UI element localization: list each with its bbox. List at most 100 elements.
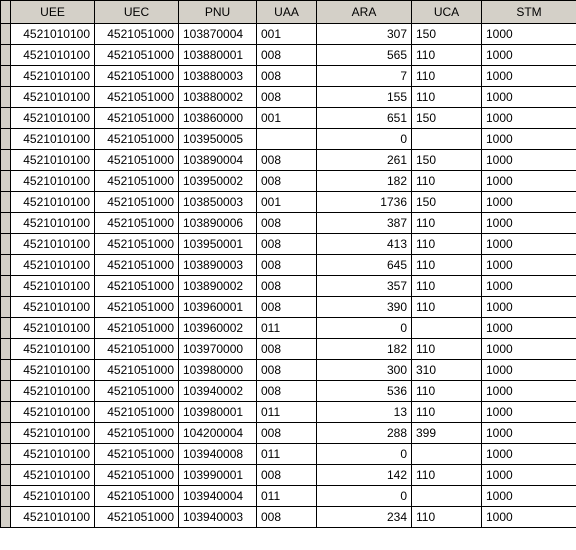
cell[interactable]: 4521051000 bbox=[95, 360, 179, 381]
cell[interactable]: 103940008 bbox=[179, 444, 257, 465]
cell[interactable]: 103890006 bbox=[179, 213, 257, 234]
cell[interactable]: 103940002 bbox=[179, 381, 257, 402]
cell[interactable]: 103880002 bbox=[179, 87, 257, 108]
cell[interactable]: 1000 bbox=[482, 507, 576, 528]
cell[interactable]: 645 bbox=[317, 255, 412, 276]
cell[interactable]: 0 bbox=[317, 486, 412, 507]
cell[interactable]: 1000 bbox=[482, 45, 576, 66]
cell[interactable]: 4521010100 bbox=[11, 234, 95, 255]
cell[interactable]: 103950005 bbox=[179, 129, 257, 150]
cell[interactable]: 103890004 bbox=[179, 150, 257, 171]
table-row[interactable]: 4521010100452105100010395000501000 bbox=[1, 129, 576, 150]
cell[interactable]: 4521051000 bbox=[95, 402, 179, 423]
table-row[interactable]: 4521010100452105100010395000200818211010… bbox=[1, 171, 576, 192]
cell[interactable]: 4521010100 bbox=[11, 423, 95, 444]
cell[interactable]: 4521051000 bbox=[95, 108, 179, 129]
cell[interactable]: 13 bbox=[317, 402, 412, 423]
row-header[interactable] bbox=[1, 276, 11, 297]
table-row[interactable]: 4521010100452105100010385000300117361501… bbox=[1, 192, 576, 213]
cell[interactable]: 1000 bbox=[482, 381, 576, 402]
cell[interactable]: 103890002 bbox=[179, 276, 257, 297]
cell[interactable]: 4521010100 bbox=[11, 465, 95, 486]
cell[interactable]: 4521010100 bbox=[11, 297, 95, 318]
cell[interactable] bbox=[412, 444, 482, 465]
cell[interactable]: 110 bbox=[412, 255, 482, 276]
cell[interactable]: 001 bbox=[257, 24, 317, 45]
cell[interactable]: 4521010100 bbox=[11, 444, 95, 465]
cell[interactable]: 110 bbox=[412, 339, 482, 360]
cell[interactable]: 110 bbox=[412, 297, 482, 318]
cell[interactable] bbox=[412, 318, 482, 339]
cell[interactable]: 008 bbox=[257, 381, 317, 402]
cell[interactable]: 4521051000 bbox=[95, 129, 179, 150]
cell[interactable]: 1000 bbox=[482, 423, 576, 444]
cell[interactable]: 103860000 bbox=[179, 108, 257, 129]
cell[interactable]: 182 bbox=[317, 171, 412, 192]
cell[interactable]: 1000 bbox=[482, 318, 576, 339]
cell[interactable]: 104200004 bbox=[179, 423, 257, 444]
row-header[interactable] bbox=[1, 213, 11, 234]
cell[interactable]: 4521010100 bbox=[11, 171, 95, 192]
table-row[interactable]: 4521010100452105100010397000000818211010… bbox=[1, 339, 576, 360]
cell[interactable]: 4521010100 bbox=[11, 213, 95, 234]
table-row[interactable]: 4521010100452105100010396000201101000 bbox=[1, 318, 576, 339]
row-header[interactable] bbox=[1, 66, 11, 87]
cell[interactable]: 1736 bbox=[317, 192, 412, 213]
table-row[interactable]: 4521010100452105100010388000300871101000 bbox=[1, 66, 576, 87]
cell[interactable]: 7 bbox=[317, 66, 412, 87]
table-row[interactable]: 4521010100452105100010398000000830031010… bbox=[1, 360, 576, 381]
table-row[interactable]: 4521010100452105100010386000000165115010… bbox=[1, 108, 576, 129]
cell[interactable]: 008 bbox=[257, 360, 317, 381]
cell[interactable]: 300 bbox=[317, 360, 412, 381]
table-row[interactable]: 4521010100452105100010394000200853611010… bbox=[1, 381, 576, 402]
col-header-stm[interactable]: STM bbox=[482, 1, 576, 24]
row-header[interactable] bbox=[1, 171, 11, 192]
row-header[interactable] bbox=[1, 108, 11, 129]
cell[interactable]: 103960002 bbox=[179, 318, 257, 339]
cell[interactable]: 001 bbox=[257, 192, 317, 213]
cell[interactable]: 008 bbox=[257, 66, 317, 87]
cell[interactable]: 1000 bbox=[482, 465, 576, 486]
table-row[interactable]: 4521010100452105100010389000300864511010… bbox=[1, 255, 576, 276]
cell[interactable]: 390 bbox=[317, 297, 412, 318]
cell[interactable] bbox=[412, 129, 482, 150]
cell[interactable]: 1000 bbox=[482, 192, 576, 213]
table-row[interactable]: 4521010100452105100010394000801101000 bbox=[1, 444, 576, 465]
cell[interactable]: 103870004 bbox=[179, 24, 257, 45]
data-grid[interactable]: UEE UEC PNU UAA ARA UCA STM 452101010045… bbox=[0, 0, 576, 528]
cell[interactable]: 310 bbox=[412, 360, 482, 381]
cell[interactable]: 008 bbox=[257, 423, 317, 444]
cell[interactable]: 387 bbox=[317, 213, 412, 234]
cell[interactable]: 008 bbox=[257, 339, 317, 360]
cell[interactable]: 4521010100 bbox=[11, 66, 95, 87]
col-header-uee[interactable]: UEE bbox=[11, 1, 95, 24]
cell[interactable]: 103990001 bbox=[179, 465, 257, 486]
cell[interactable]: 110 bbox=[412, 45, 482, 66]
cell[interactable]: 1000 bbox=[482, 360, 576, 381]
cell[interactable]: 4521010100 bbox=[11, 129, 95, 150]
table-row[interactable]: 4521010100452105100010389000400826115010… bbox=[1, 150, 576, 171]
cell[interactable]: 307 bbox=[317, 24, 412, 45]
row-header[interactable] bbox=[1, 465, 11, 486]
cell[interactable]: 4521051000 bbox=[95, 444, 179, 465]
cell[interactable]: 4521051000 bbox=[95, 276, 179, 297]
cell[interactable]: 4521010100 bbox=[11, 255, 95, 276]
cell[interactable]: 1000 bbox=[482, 66, 576, 87]
cell[interactable]: 288 bbox=[317, 423, 412, 444]
cell[interactable]: 110 bbox=[412, 402, 482, 423]
cell[interactable]: 4521010100 bbox=[11, 192, 95, 213]
cell[interactable]: 110 bbox=[412, 234, 482, 255]
cell[interactable]: 008 bbox=[257, 255, 317, 276]
cell[interactable]: 4521010100 bbox=[11, 45, 95, 66]
cell[interactable]: 008 bbox=[257, 87, 317, 108]
cell[interactable]: 008 bbox=[257, 465, 317, 486]
cell[interactable]: 4521010100 bbox=[11, 507, 95, 528]
cell[interactable]: 4521051000 bbox=[95, 87, 179, 108]
cell[interactable]: 1000 bbox=[482, 87, 576, 108]
cell[interactable]: 4521051000 bbox=[95, 24, 179, 45]
cell[interactable]: 4521051000 bbox=[95, 507, 179, 528]
table-row[interactable]: 4521010100452105100010395000100841311010… bbox=[1, 234, 576, 255]
cell[interactable]: 651 bbox=[317, 108, 412, 129]
cell[interactable]: 1000 bbox=[482, 297, 576, 318]
row-header[interactable] bbox=[1, 234, 11, 255]
